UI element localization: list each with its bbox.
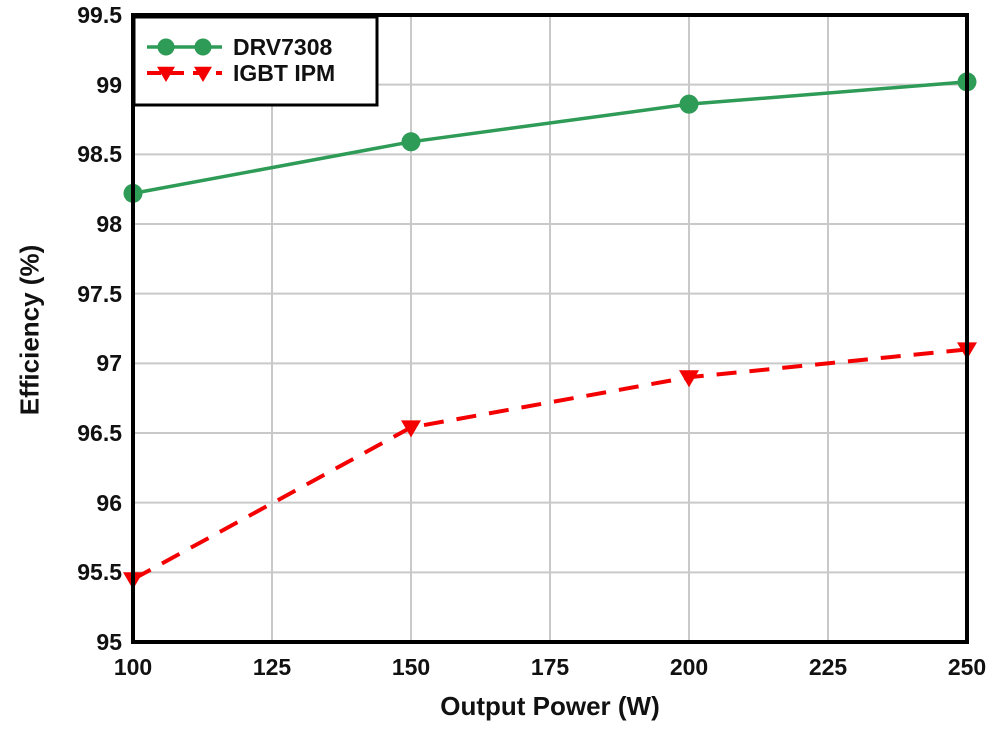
legend-label-drv7308: DRV7308: [233, 34, 333, 60]
x-tick-label: 150: [391, 654, 431, 680]
y-tick-label: 99: [96, 71, 122, 98]
legend-sample-marker: [157, 38, 175, 56]
data-point-marker: [679, 370, 699, 388]
x-tick-label: 200: [669, 654, 709, 680]
y-tick-label: 99.5: [77, 2, 122, 28]
data-point-marker: [401, 420, 421, 438]
y-tick-label: 96.5: [77, 420, 122, 446]
series-line-drv7308: [132, 80, 968, 196]
y-tick-label: 98.5: [77, 141, 122, 168]
x-tick-label: 250: [947, 654, 987, 680]
x-tick-label: 225: [808, 654, 848, 680]
axes-box: [131, 13, 969, 644]
x-axis-title: Output Power (W): [440, 691, 660, 721]
y-axis-title: Efficiency (%): [14, 244, 45, 416]
y-tick-label: 96: [96, 489, 122, 516]
y-tick-label: 97.5: [77, 280, 122, 307]
legend-label-igbt-ipm: IGBT IPM: [233, 60, 336, 86]
y-tick-label: 98: [96, 211, 122, 237]
legend-sample-marker: [194, 38, 212, 56]
legend-sample-marker: [194, 66, 212, 82]
y-tick-label: 95.5: [77, 559, 122, 586]
data-point-marker: [401, 132, 421, 152]
x-tick-label: 125: [252, 654, 292, 680]
x-tick-label: 100: [113, 654, 153, 680]
legend-box: [132, 15, 379, 107]
legend-sample-marker: [157, 66, 175, 82]
series-line-igbt-ipm: [132, 347, 968, 582]
data-point-marker: [679, 94, 699, 114]
y-tick-label: 97: [96, 350, 122, 377]
x-tick-label: 175: [530, 654, 570, 680]
y-tick-label: 95: [96, 629, 122, 655]
